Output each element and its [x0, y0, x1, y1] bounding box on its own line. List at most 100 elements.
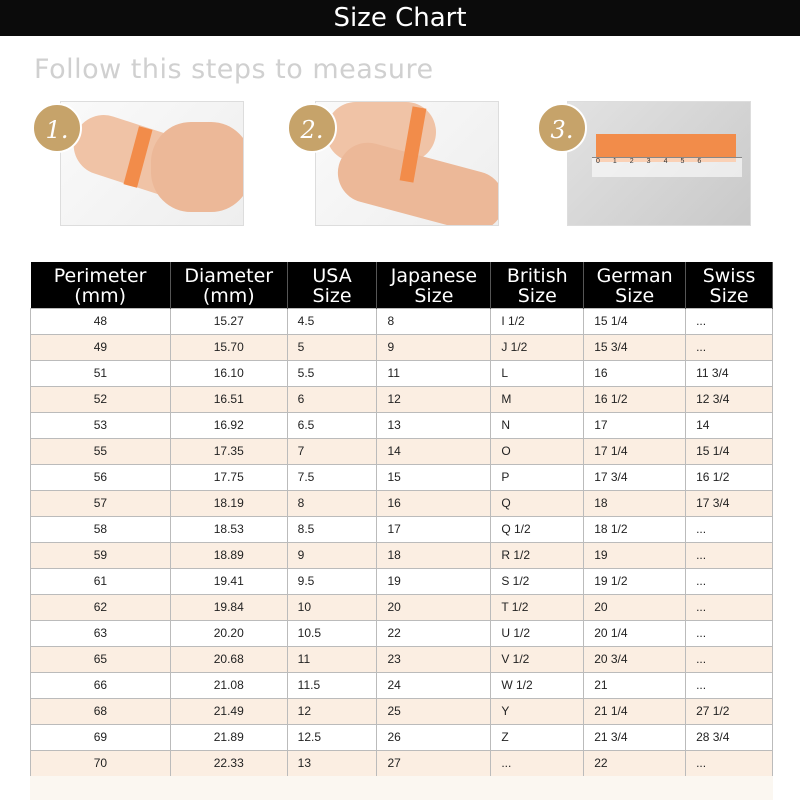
column-header-line: Size: [709, 284, 749, 307]
table-cell: T 1/2: [490, 593, 585, 621]
subtitle: Follow this steps to measure: [34, 54, 434, 85]
table-cell: 9: [286, 541, 378, 569]
column-header-line: Size: [517, 284, 557, 307]
table-cell: 6.5: [286, 411, 378, 439]
table-cell: 15.70: [169, 333, 288, 361]
table-cell: 5.5: [286, 359, 378, 387]
column-header-line: German: [596, 264, 673, 287]
table-cell: 18 1/2: [583, 515, 687, 543]
table-cell: 16 1/2: [583, 385, 687, 413]
table-cell: ...: [490, 749, 585, 777]
step-2-badge: 2.: [287, 103, 337, 153]
table-cell: ...: [685, 307, 773, 335]
table-cell: V 1/2: [490, 645, 585, 673]
table-cell: 28 3/4: [685, 723, 773, 751]
table-row: 57 18.19 8 16 Q 18 17 3/4: [30, 489, 773, 517]
table-cell: 70: [30, 749, 171, 777]
column-header: Diameter (mm): [170, 262, 288, 308]
column-header-line: Size: [414, 284, 454, 307]
table-cell: 21.08: [169, 671, 288, 699]
table-cell: 15 1/4: [583, 307, 687, 335]
bottom-strip: [30, 776, 773, 800]
table-row: 70 22.33 13 27... 22...: [30, 749, 773, 777]
table-row: 58 18.53 8.5 17 Q 1/2 18 1/2...: [30, 515, 773, 543]
table-cell: 20 1/4: [583, 619, 687, 647]
table-row: 52 16.51 6 12 M 16 1/2 12 3/4: [30, 385, 773, 413]
table-cell: 17: [583, 411, 687, 439]
table-cell: 59: [30, 541, 171, 569]
table-cell: U 1/2: [490, 619, 585, 647]
table-cell: 25: [376, 697, 492, 725]
table-row: 69 21.89 12.5 26 Z 21 3/4 28 3/4: [30, 723, 773, 751]
table-cell: ...: [685, 749, 773, 777]
column-header-line: British: [506, 264, 568, 287]
table-cell: 20: [376, 593, 492, 621]
table-cell: 16.51: [169, 385, 288, 413]
table-cell: 13: [286, 749, 378, 777]
column-header-line: Size: [615, 284, 655, 307]
table-cell: 53: [30, 411, 171, 439]
size-chart-table: Perimeter (mm) Diameter (mm) USA Size Japanese…: [30, 262, 773, 777]
column-header-line: Diameter: [184, 264, 274, 287]
table-cell: 17.35: [169, 437, 288, 465]
table-row: 59 18.89 9 18 R 1/2 19...: [30, 541, 773, 569]
column-header: German Size: [583, 262, 687, 308]
table-cell: 17 3/4: [685, 489, 773, 517]
table-cell: 17: [376, 515, 492, 543]
table-cell: 12 3/4: [685, 385, 773, 413]
table-row: 63 20.20 10.5 22 U 1/2 20 1/4...: [30, 619, 773, 647]
table-cell: 58: [30, 515, 171, 543]
table-cell: 48: [30, 307, 171, 335]
table-cell: ...: [685, 541, 773, 569]
table-cell: 4.5: [286, 307, 378, 335]
table-cell: 23: [376, 645, 492, 673]
step-3-badge: 3.: [537, 103, 587, 153]
column-header: Perimeter (mm): [30, 262, 171, 308]
column-header-line: Japanese: [390, 264, 478, 287]
table-cell: ...: [685, 619, 773, 647]
table-row: 65 20.68 11 23 V 1/2 20 3/4...: [30, 645, 773, 673]
table-cell: 16.92: [169, 411, 288, 439]
table-row: 55 17.35 7 14 O 17 1/4 15 1/4: [30, 437, 773, 465]
table-cell: 18: [376, 541, 492, 569]
table-cell: 22.33: [169, 749, 288, 777]
table-cell: 21 3/4: [583, 723, 687, 751]
table-cell: ...: [685, 567, 773, 595]
table-cell: 18.53: [169, 515, 288, 543]
table-cell: 55: [30, 437, 171, 465]
table-cell: O: [490, 437, 585, 465]
table-cell: 16: [376, 489, 492, 517]
table-cell: 17.75: [169, 463, 288, 491]
table-cell: ...: [685, 593, 773, 621]
table-cell: 49: [30, 333, 171, 361]
table-cell: 63: [30, 619, 171, 647]
table-cell: 22: [583, 749, 687, 777]
table-cell: 18.89: [169, 541, 288, 569]
table-cell: 11: [376, 359, 492, 387]
table-cell: 20: [583, 593, 687, 621]
table-cell: 20 3/4: [583, 645, 687, 673]
table-cell: 21.89: [169, 723, 288, 751]
table-cell: 5: [286, 333, 378, 361]
table-cell: ...: [685, 645, 773, 673]
step-2-image: [315, 101, 499, 226]
table-cell: 14: [685, 411, 773, 439]
table-cell: 11.5: [286, 671, 378, 699]
table-cell: 68: [30, 697, 171, 725]
table-cell: 17 1/4: [583, 437, 687, 465]
table-cell: 7: [286, 437, 378, 465]
table-cell: 12: [376, 385, 492, 413]
table-cell: ...: [685, 333, 773, 361]
table-cell: 65: [30, 645, 171, 673]
table-cell: 8: [376, 307, 492, 335]
table-cell: 13: [376, 411, 492, 439]
table-cell: S 1/2: [490, 567, 585, 595]
column-header-line: Size: [312, 284, 352, 307]
table-cell: 26: [376, 723, 492, 751]
table-cell: I 1/2: [490, 307, 585, 335]
table-cell: 19: [376, 567, 492, 595]
step-1-badge: 1.: [32, 103, 82, 153]
table-cell: 21: [583, 671, 687, 699]
table-cell: 16: [583, 359, 687, 387]
table-cell: 19 1/2: [583, 567, 687, 595]
